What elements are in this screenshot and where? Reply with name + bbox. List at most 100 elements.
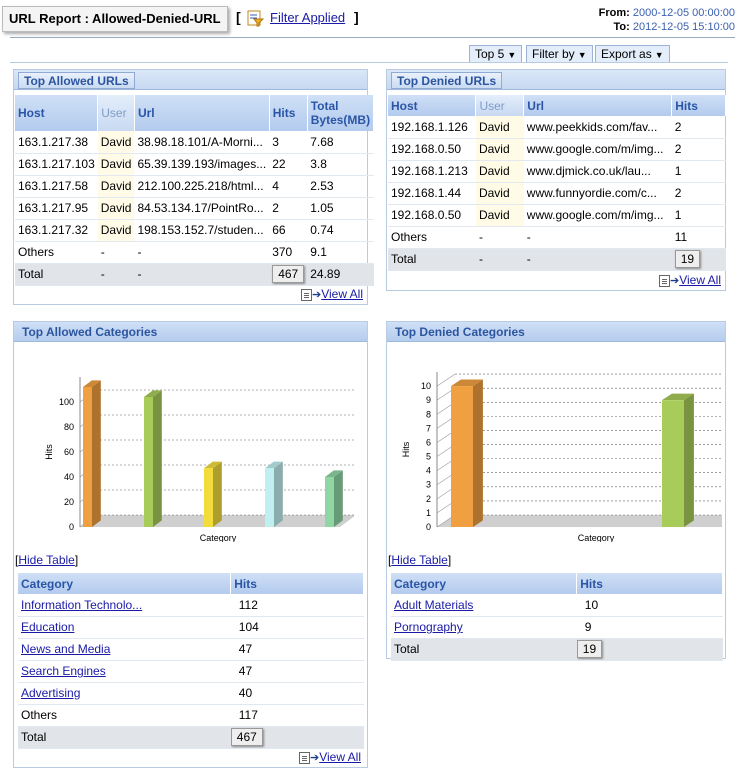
table-row[interactable]: Total 19 [391,638,723,661]
bar-top [662,393,694,401]
table-row[interactable]: 163.1.217.103 David 65.39.139.193/images..… [15,153,374,176]
top-n-dropdown[interactable]: Top 5 ▼ [469,45,523,63]
hits-cell: 10 [576,594,723,617]
category-cell[interactable]: Search Engines [18,660,231,683]
url-cell: www.google.com/m/img... [523,204,672,227]
view-all-link[interactable]: ➔View All [300,287,363,301]
total-hits-box[interactable]: 19 [576,640,603,658]
col-hits[interactable]: Hits [230,573,364,594]
bar-top [144,390,162,397]
table-row[interactable]: Total 467 [18,726,364,749]
category-link[interactable]: News and Media [21,642,111,656]
table-row[interactable]: Adult Materials 10 [391,594,723,617]
category-cell[interactable]: Information Technolo... [18,594,231,617]
view-all-label[interactable]: View All [319,750,361,764]
table-row[interactable]: News and Media 47 [18,638,364,661]
category-link[interactable]: Advertising [21,686,81,700]
category-cell[interactable]: Advertising [18,682,231,705]
hide-table-link[interactable]: Hide Table [18,553,75,567]
table-row[interactable]: 163.1.217.58 David 212.100.225.218/html...… [15,175,374,198]
table-row[interactable]: 192.168.1.213 David www.djmick.co.uk/lau..… [388,160,726,183]
user-cell: David [97,175,135,198]
user-cell: David [97,219,135,242]
total-hits-box[interactable]: 467 [272,265,305,283]
table-row[interactable]: 192.168.0.50 David www.google.com/m/img...… [388,138,726,161]
view-all-link[interactable]: ➔View All [658,273,721,287]
view-all-link[interactable]: ➔View All [298,750,361,764]
filter-icon[interactable] [246,9,264,27]
table-row[interactable]: Information Technolo... 112 [18,594,364,617]
col-hits[interactable]: Hits [576,573,723,594]
table-row[interactable]: 163.1.217.38 David 38.98.18.101/A-Morni...… [15,131,374,154]
toolbar-divider [10,62,728,63]
denied-categories-table: Category Hits Adult Materials 10 Pornograp… [391,573,723,661]
export-as-dropdown[interactable]: Export as ▼ [595,45,670,63]
category-cell[interactable]: News and Media [18,638,231,661]
col-user[interactable]: User [475,95,525,116]
bar-side [274,461,283,527]
top-denied-urls-title: Top Denied URLs [391,72,503,89]
table-row[interactable]: Total - -467 24.89 [15,263,374,286]
category-link[interactable]: Education [21,620,75,634]
table-row[interactable]: 192.168.1.126 David www.peekkids.com/fav..… [388,116,726,139]
filter-by-dropdown[interactable]: Filter by ▼ [526,45,593,63]
host-cell: 163.1.217.32 [15,219,98,242]
category-link[interactable]: Information Technolo... [21,597,143,612]
hits-cell: 2 [671,138,726,161]
col-host[interactable]: Host [388,95,477,116]
table-row[interactable]: Pornography 9 [391,616,723,639]
hide-table-toggle[interactable]: [Hide Table] [15,553,79,567]
col-category[interactable]: Category [391,573,578,594]
table-row[interactable]: Total - -19 [388,248,726,271]
hide-table-toggle[interactable]: [Hide Table] [388,553,452,567]
table-row[interactable]: 163.1.217.95 David 84.53.134.17/PointRo...… [15,197,374,220]
bar-side [213,461,222,527]
col-user[interactable]: User [97,95,135,131]
category-cell: Total [18,726,231,749]
total-hits-box[interactable]: 467 [230,728,263,746]
host-cell: 192.168.1.44 [388,182,476,205]
category-cell[interactable]: Education [18,616,231,639]
url-cell: - [523,226,672,249]
filter-by-label: Filter by [532,47,575,61]
col-host[interactable]: Host [15,95,99,131]
url-cell: - [134,241,270,264]
hits-cell: 467 [269,263,308,286]
bar-side [684,393,694,527]
col-url[interactable]: Url [523,95,673,116]
table-row[interactable]: Others - -11 [388,226,726,249]
filter-applied-link[interactable]: Filter Applied [270,10,346,25]
col-category[interactable]: Category [18,573,232,594]
col-total-bytes[interactable]: Total Bytes(MB) [307,95,375,131]
table-row[interactable]: Others - -370 9.1 [15,241,374,264]
category-link[interactable]: Pornography [394,620,463,634]
col-hits[interactable]: Hits [269,95,308,131]
col-url[interactable]: Url [134,95,270,131]
table-row[interactable]: 163.1.217.32 David 198.153.152.7/studen...… [15,219,374,242]
top-denied-categories-title: Top Denied Categories [387,322,725,342]
y-tick-label: 9 [426,395,431,405]
total-hits-box[interactable]: 19 [674,250,701,268]
view-all-label[interactable]: View All [679,273,721,287]
category-link[interactable]: Search Engines [21,664,106,678]
hide-table-link[interactable]: Hide Table [391,553,448,567]
host-cell: Total [388,248,476,271]
category-link[interactable]: Adult Materials [394,597,474,612]
table-row[interactable]: 192.168.1.44 David www.funnyordie.com/c...… [388,182,726,205]
view-all-label[interactable]: View All [321,287,363,301]
hits-cell: 66 [269,219,308,242]
bar-side [473,379,483,527]
chart-floor [437,515,722,527]
host-cell: 192.168.1.126 [388,116,476,139]
table-row[interactable]: Others 117 [18,704,364,727]
category-cell[interactable]: Adult Materials [391,594,577,617]
table-row[interactable]: Advertising 40 [18,682,364,705]
y-tick-label: 100 [59,397,74,407]
table-row[interactable]: Education 104 [18,616,364,639]
table-row[interactable]: Search Engines 47 [18,660,364,683]
table-row[interactable]: 192.168.0.50 David www.google.com/m/img...… [388,204,726,227]
category-cell[interactable]: Pornography [391,616,577,639]
top-denied-categories-panel: Top Denied Categories 0 1 2 3 4 5 6 7 8 9 10 Catego… [386,321,726,661]
allowed-urls-table: Host User Url Hits Total Bytes(MB) 163.1.… [15,95,375,286]
col-hits[interactable]: Hits [671,95,726,116]
